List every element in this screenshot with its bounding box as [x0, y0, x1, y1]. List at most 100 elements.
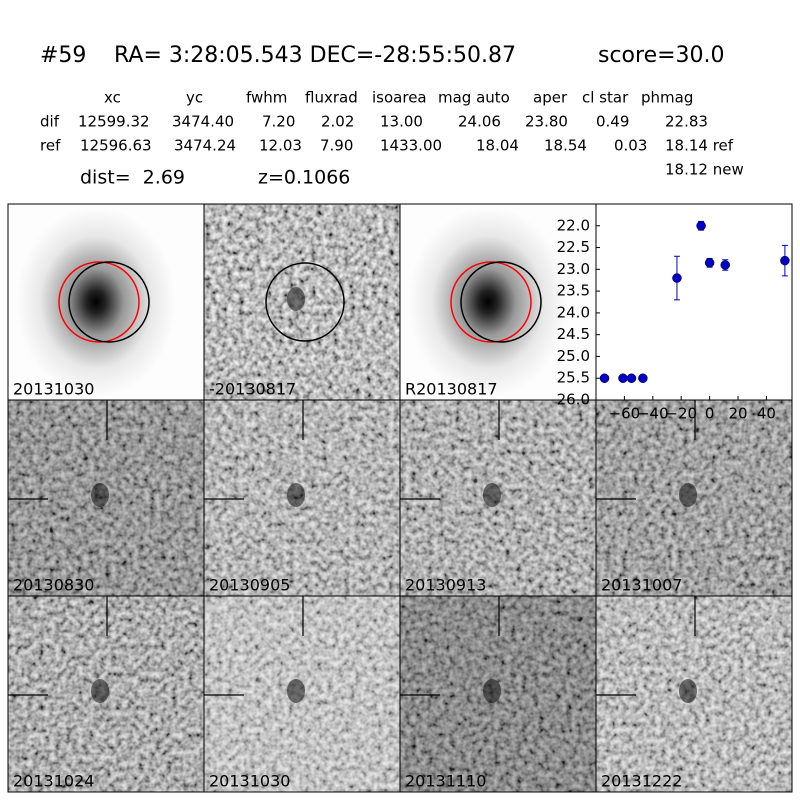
table-cell: 0.03 — [614, 137, 647, 155]
x-tick-label: −40 — [637, 405, 669, 423]
detection-circle — [460, 261, 542, 343]
image-panel: 20130830 — [7, 399, 205, 597]
data-point — [618, 373, 628, 383]
reference-circle — [450, 261, 532, 343]
data-point — [638, 373, 648, 383]
table-cell: 12.03 — [259, 137, 302, 155]
image-panel: 20131110 — [399, 595, 597, 793]
table-cell: 24.06 — [458, 113, 501, 131]
detection-circle — [265, 262, 345, 342]
reference-circle — [58, 261, 140, 343]
residual-blob — [287, 679, 305, 703]
y-tick-label: 26.0 — [557, 391, 590, 409]
y-tick-label: 24.5 — [557, 325, 590, 343]
image-panel: 20131222 — [595, 595, 793, 793]
residual-blob — [287, 287, 305, 311]
image-panel: 20130905 — [203, 399, 401, 597]
panel-label: 20131030 — [209, 772, 290, 791]
image-panel: 20131030 — [203, 595, 401, 793]
table-cell: 7.90 — [320, 137, 353, 155]
y-tick-label: 22.5 — [557, 238, 590, 256]
column-header: yc — [186, 89, 203, 107]
x-tick-label: −60 — [609, 405, 641, 423]
column-header: fluxrad — [305, 89, 358, 107]
column-header: aper — [533, 89, 568, 107]
galaxy — [408, 207, 568, 397]
column-header: phmag — [641, 89, 693, 107]
panel-label: -20130817 — [209, 380, 296, 399]
image-panel: 20131007 — [595, 399, 793, 597]
table-cell: 18.54 — [544, 137, 587, 155]
plot-area — [595, 203, 793, 401]
data-point — [704, 258, 715, 268]
x-tick-label: 20 — [728, 405, 747, 423]
table-cell: 12596.63 — [80, 137, 152, 155]
image-panel: 20131030 — [7, 203, 205, 401]
residual-blob — [679, 679, 697, 703]
data-point — [599, 373, 610, 383]
panel-label: 20130913 — [405, 576, 486, 595]
row-label: ref — [40, 137, 61, 155]
galaxy — [16, 207, 176, 397]
table-cell: 2.02 — [321, 113, 354, 131]
data-point — [780, 255, 790, 266]
table-cell: 3474.24 — [174, 137, 236, 155]
y-tick-label: 24.0 — [557, 303, 590, 321]
y-tick-label: 22.0 — [557, 216, 590, 234]
image-panel: 20130913 — [399, 399, 597, 597]
image-panel: 20131024 — [7, 595, 205, 793]
table-cell: 13.00 — [380, 113, 423, 131]
residual-blob — [483, 483, 501, 507]
x-tick-label: 0 — [705, 405, 715, 423]
table-note: 18.12 new — [665, 161, 744, 179]
data-point — [626, 373, 637, 383]
data-point — [720, 260, 730, 270]
panel-label: 20131030 — [13, 380, 94, 399]
panel-label: 20131110 — [405, 772, 486, 791]
coordinates: RA= 3:28:05.543 DEC=-28:55:50.87 — [114, 43, 516, 68]
column-header: isoarea — [372, 89, 427, 107]
distance: dist= 2.69 — [80, 167, 185, 189]
table-cell: 18.04 — [476, 137, 519, 155]
panel-label: 20131024 — [13, 772, 94, 791]
score: score=30.0 — [598, 43, 725, 68]
panel-label: R20130817 — [405, 380, 498, 399]
residual-blob — [679, 483, 697, 507]
x-tick-label: 40 — [757, 405, 776, 423]
table-cell: 23.80 — [525, 113, 568, 131]
panel-border — [595, 595, 793, 793]
residual-blob — [91, 679, 109, 703]
data-point — [672, 273, 682, 283]
image-panel: R20130817 — [399, 203, 597, 401]
table-cell: 3474.40 — [172, 113, 234, 131]
table-cell: 7.20 — [262, 113, 295, 131]
panel-label: 20130830 — [13, 576, 94, 595]
residual-blob — [91, 483, 109, 507]
y-tick-label: 23.0 — [557, 260, 590, 278]
residual-blob — [483, 679, 501, 703]
table-cell: 22.83 — [665, 113, 708, 131]
candidate-id: #59 — [40, 43, 86, 68]
table-cell: 18.14 ref — [665, 137, 734, 155]
column-header: xc — [104, 89, 121, 107]
column-header: fwhm — [246, 89, 287, 107]
column-header: mag auto — [438, 89, 510, 107]
panel-label: 20131222 — [601, 772, 682, 791]
image-panel: -20130817 — [203, 203, 401, 401]
table-cell: 1433.00 — [380, 137, 442, 155]
table-cell: 0.49 — [596, 113, 629, 131]
data-point — [696, 221, 706, 231]
panel-label: 20131007 — [601, 576, 682, 595]
y-tick-label: 25.5 — [557, 369, 590, 387]
row-label: dif — [40, 113, 60, 131]
redshift: z=0.1066 — [258, 167, 350, 189]
y-tick-label: 25.0 — [557, 347, 590, 365]
detection-circle — [68, 261, 150, 343]
x-tick-label: −20 — [665, 405, 697, 423]
table-cell: 12599.32 — [78, 113, 150, 131]
column-header: cl star — [582, 89, 629, 107]
residual-blob — [287, 483, 305, 507]
panel-label: 20130905 — [209, 576, 290, 595]
y-tick-label: 23.5 — [557, 282, 590, 300]
